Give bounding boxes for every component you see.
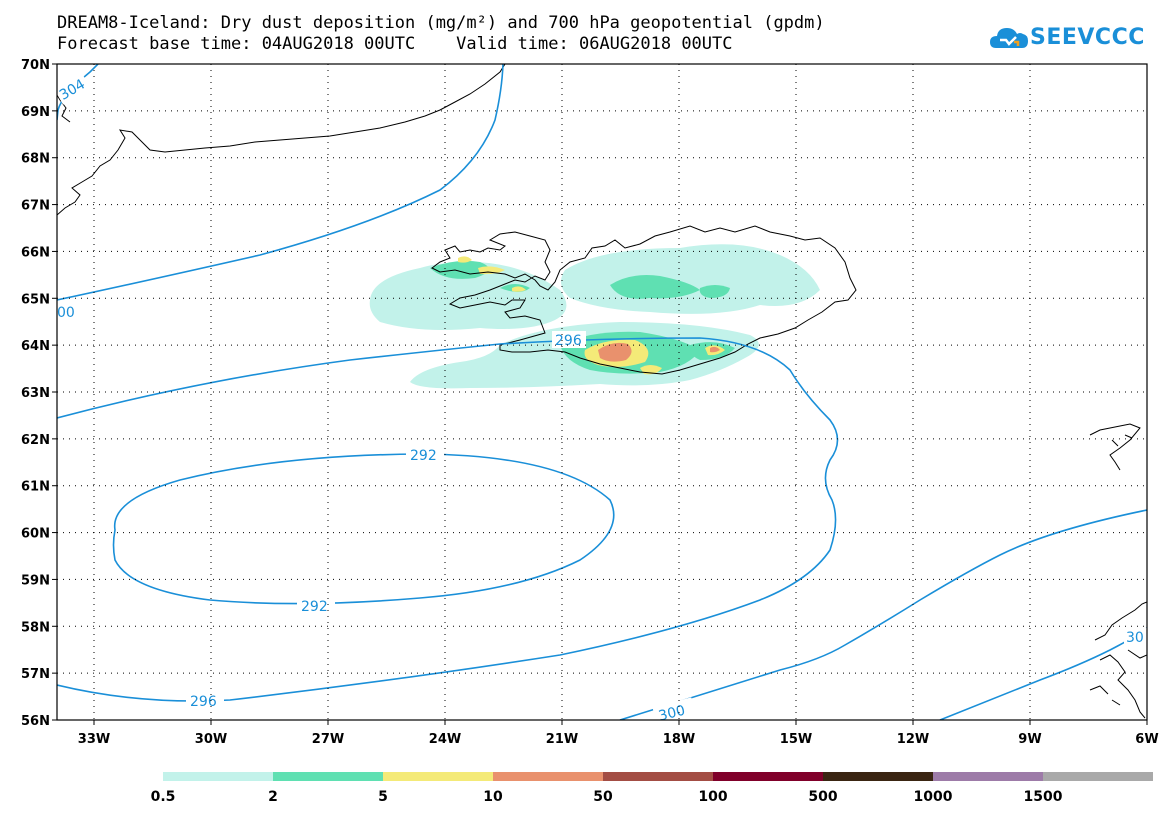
- colorbar-label: 0.5: [151, 789, 176, 805]
- colorbar-label: 2: [268, 789, 278, 805]
- lon-label-21W: 21W: [546, 732, 578, 747]
- colorbar-label: 100: [698, 789, 727, 805]
- contour-300-south: [619, 509, 1147, 720]
- faroe-coast: [1089, 423, 1141, 471]
- geopotential-contours: [57, 64, 1147, 720]
- lat-label-58N: 58N: [21, 620, 50, 635]
- longitude-labels: 33W 30W 27W 24W 21W 18W 15W 12W 9W 6W: [78, 732, 1159, 747]
- coastlines: [57, 64, 1147, 719]
- lat-label-68N: 68N: [21, 152, 50, 167]
- contour-label-292-north: 292: [410, 448, 437, 464]
- colorbar-label: 50: [593, 789, 613, 805]
- colorbar-swatch: [163, 772, 273, 781]
- colorbar-label: 500: [808, 789, 837, 805]
- map-frame: [56, 63, 1148, 721]
- colorbar: 0.5 2 5 10 50 100 500 1000 1500: [151, 772, 1153, 805]
- lat-label-56N: 56N: [21, 714, 50, 729]
- dust-deposition-shading: [369, 244, 820, 389]
- lat-label-57N: 57N: [21, 667, 50, 682]
- lat-label-60N: 60N: [21, 527, 50, 542]
- greenland-coast: [57, 64, 506, 216]
- lat-label-61N: 61N: [21, 480, 50, 495]
- logo-text: SEEVCCC: [1030, 25, 1145, 50]
- lon-label-9W: 9W: [1018, 732, 1041, 747]
- lon-label-24W: 24W: [429, 732, 461, 747]
- scotland-coast: [1089, 601, 1147, 719]
- contour-label-300-west: 00: [57, 305, 75, 321]
- colorbar-swatch: [1043, 772, 1153, 781]
- contour-300-north: [57, 64, 504, 301]
- seevccc-logo: SEEVCCC: [990, 20, 1144, 56]
- lon-label-12W: 12W: [897, 732, 929, 747]
- colorbar-swatch: [603, 772, 713, 781]
- colorbar-swatch: [383, 772, 493, 781]
- graticule: [57, 64, 1147, 720]
- lat-label-63N: 63N: [21, 386, 50, 401]
- lon-label-6W: 6W: [1135, 732, 1158, 747]
- map-title-line2: Forecast base time: 04AUG2018 00UTC Vali…: [57, 34, 733, 54]
- contour-label-296-south: 296: [190, 694, 217, 710]
- lat-label-64N: 64N: [21, 339, 50, 354]
- colorbar-swatch: [933, 772, 1043, 781]
- contour-label-300-east: 30: [1126, 630, 1144, 646]
- lat-label-70N: 70N: [21, 58, 50, 73]
- contour-label-296-north: 296: [555, 333, 582, 349]
- contour-292: [112, 453, 615, 605]
- map-title-line1: DREAM8-Iceland: Dry dust deposition (mg/…: [57, 13, 825, 33]
- contour-label-300-south: 300: [657, 703, 687, 725]
- contour-labels: 304 00 296 292 292 296 300 30: [53, 71, 1147, 725]
- latitude-labels: 70N 69N 68N 67N 66N 65N 64N 63N 62N 61N 60N 59N 58N 5…: [21, 58, 50, 729]
- lat-label-66N: 66N: [21, 245, 50, 260]
- colorbar-label: 1000: [914, 789, 953, 805]
- lon-label-15W: 15W: [780, 732, 812, 747]
- colorbar-swatch: [713, 772, 823, 781]
- colorbar-swatch: [493, 772, 603, 781]
- contour-300-southeast: [939, 627, 1147, 720]
- lon-label-33W: 33W: [78, 732, 110, 747]
- lat-label-67N: 67N: [21, 199, 50, 214]
- lat-label-65N: 65N: [21, 292, 50, 307]
- colorbar-swatch: [273, 772, 383, 781]
- contour-label-292-south: 292: [301, 599, 328, 615]
- contour-296: [57, 337, 839, 702]
- cloud-icon: [990, 28, 1028, 48]
- colorbar-swatch: [823, 772, 933, 781]
- iceland-coast: [431, 225, 857, 375]
- lat-label-69N: 69N: [21, 105, 50, 120]
- colorbar-label: 5: [378, 789, 388, 805]
- axis-ticks: [52, 63, 1148, 725]
- colorbar-label: 1500: [1024, 789, 1063, 805]
- colorbar-label: 10: [483, 789, 503, 805]
- lon-label-30W: 30W: [195, 732, 227, 747]
- lon-label-27W: 27W: [312, 732, 344, 747]
- lat-label-59N: 59N: [21, 573, 50, 588]
- lat-label-62N: 62N: [21, 433, 50, 448]
- lon-label-18W: 18W: [663, 732, 695, 747]
